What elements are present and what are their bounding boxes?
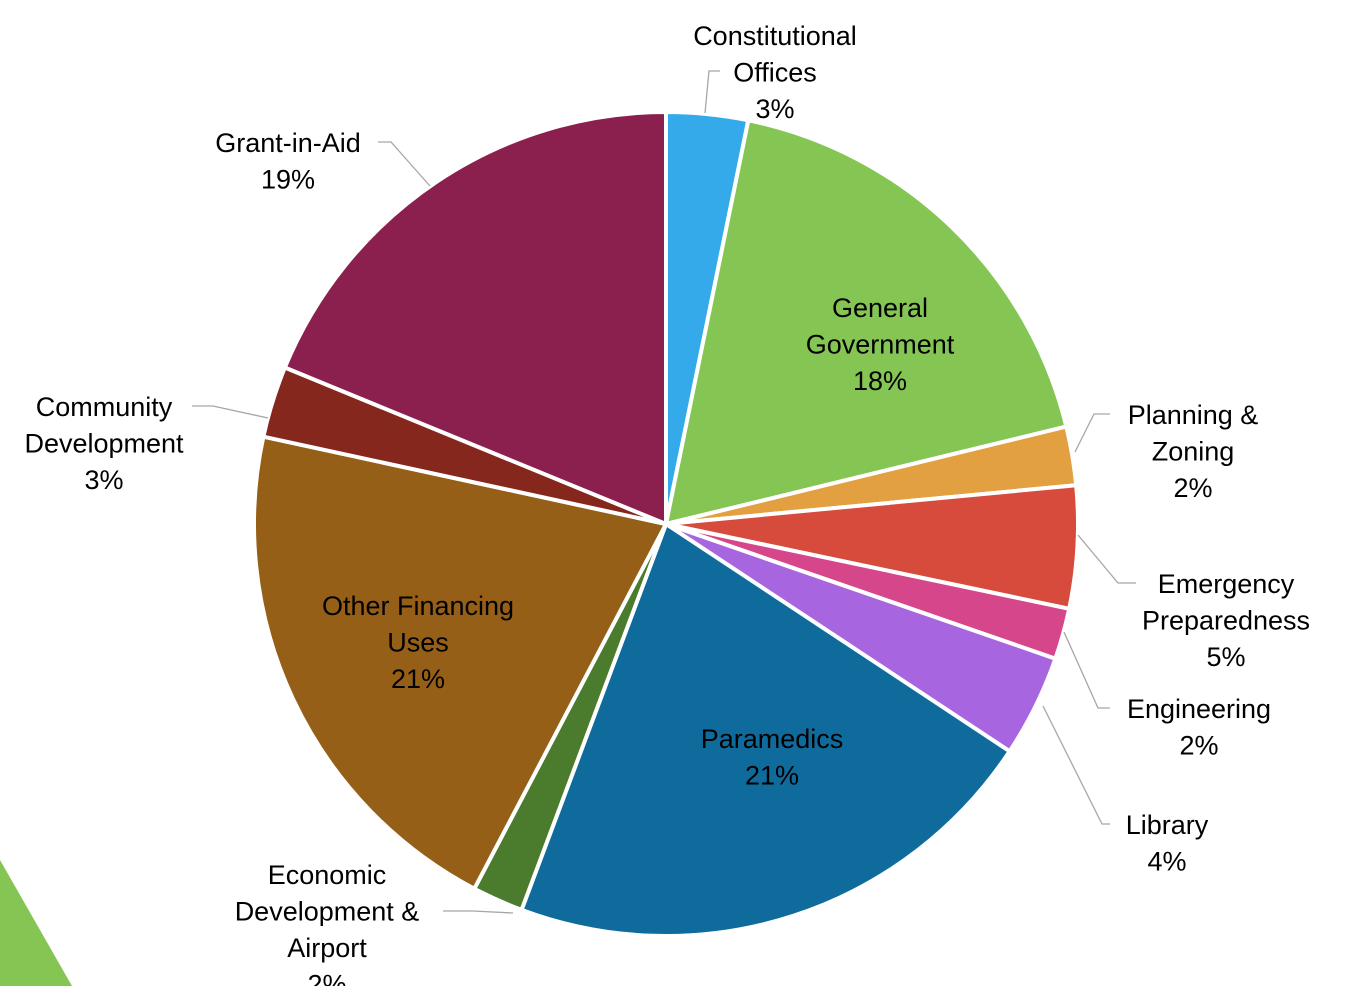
slice-percent-label: 2% [307,970,346,986]
slice-category-label: Paramedics [701,724,844,754]
slice-percent-label: 4% [1147,847,1186,877]
slice-category-label: Library [1126,810,1209,840]
leader-lines [192,70,1136,914]
leader-line [1042,705,1110,825]
slice-category-label: Planning & [1128,400,1259,430]
slice-category-label: General [832,293,928,323]
pie-slices [252,109,1080,938]
slice-percent-label: 18% [853,366,907,396]
slice-category-label: Emergency [1158,569,1295,599]
leader-line [1063,631,1110,709]
slice-percent-label: 3% [84,465,123,495]
pie-slice [663,117,1069,527]
slice-category-label: Airport [287,933,367,963]
leader-line [704,70,720,114]
slice-category-label: Development [24,429,184,459]
leader-line [1074,413,1110,453]
slice-category-label: Economic [268,860,387,890]
pie-slice [252,434,669,892]
slice-category-label: Constitutional [693,21,857,51]
pie-slice [519,520,1013,938]
slice-percent-label: 21% [391,664,445,694]
slice-percent-label: 19% [261,165,315,195]
slice-category-label: Uses [387,628,449,658]
slice-category-label: Preparedness [1142,606,1310,636]
slice-percent-label: 2% [1173,473,1212,503]
leader-line [443,910,514,914]
leader-line [1077,534,1136,584]
leader-line [192,405,269,419]
pie-slice [282,109,668,527]
slice-category-label: Government [806,330,955,360]
slice-category-label: Other Financing [322,591,514,621]
leader-line [378,141,431,187]
slice-percent-label: 2% [1179,731,1218,761]
slice-category-label: Community [36,392,173,422]
slice-percent-label: 5% [1206,642,1245,672]
slice-category-label: Engineering [1127,694,1271,724]
slice-category-label: Offices [733,58,817,88]
slice-category-label: Grant-in-Aid [215,128,361,158]
slice-labels: Constitutional Offices 3% General Government… [24,21,1310,986]
corner-accent-triangle [0,860,72,986]
slice-category-label: Development & [235,897,420,927]
slice-percent-label: 3% [755,94,794,124]
slice-category-label: Zoning [1152,437,1235,467]
slice-percent-label: 21% [745,761,799,791]
